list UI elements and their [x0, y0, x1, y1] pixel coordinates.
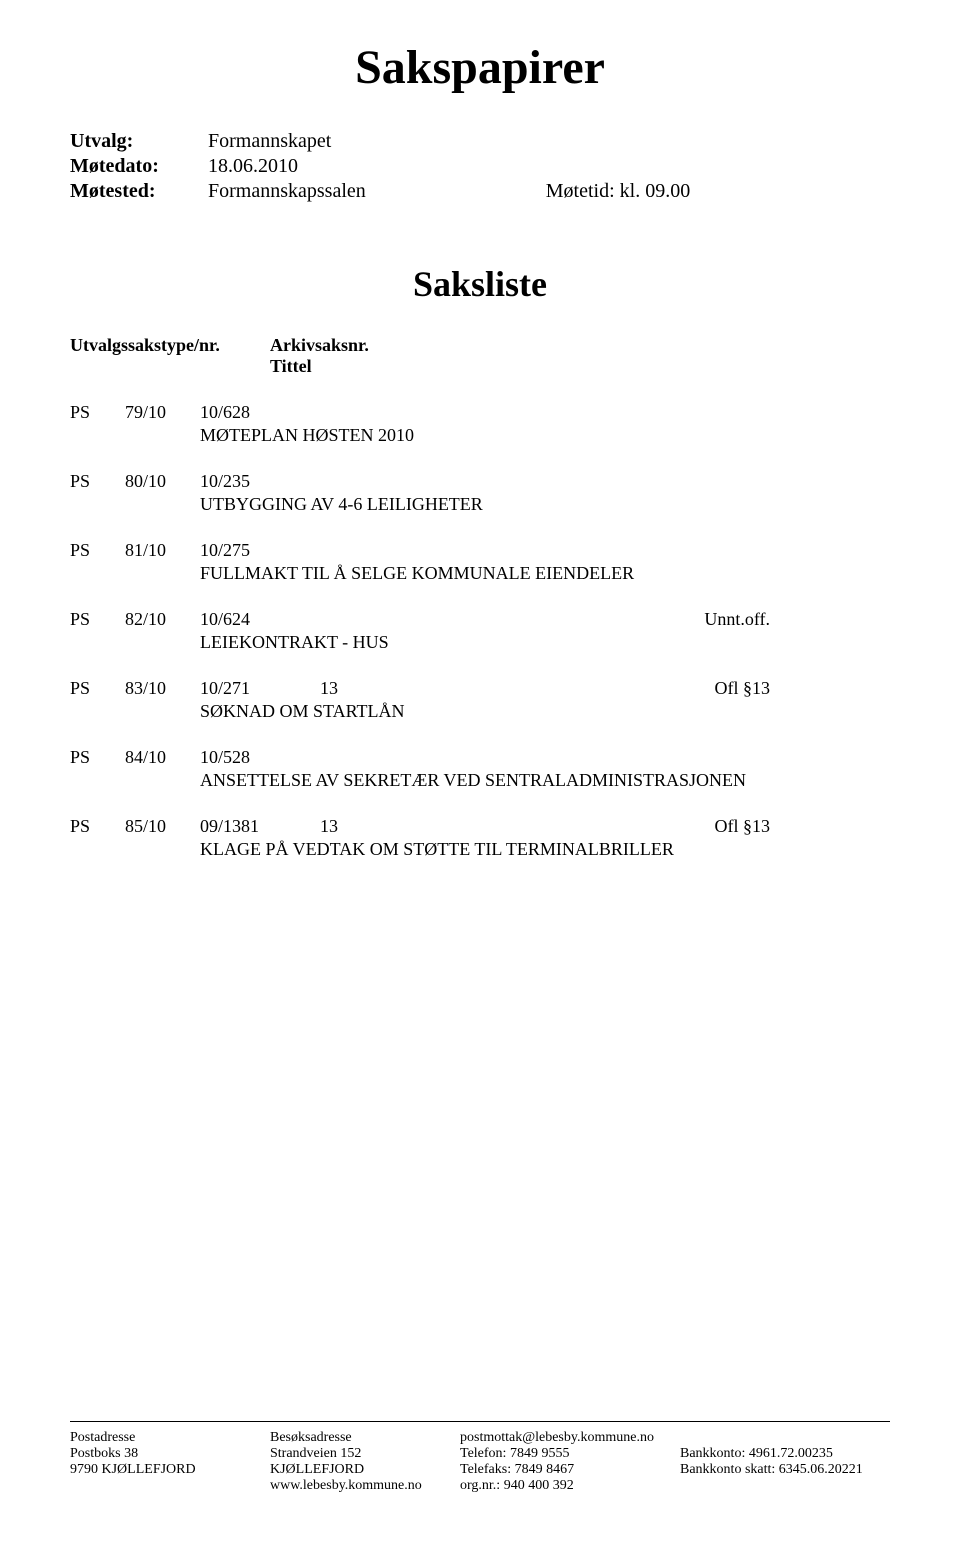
item-title: KLAGE PÅ VEDTAK OM STØTTE TIL TERMINALBR…: [200, 839, 890, 860]
footer-row: Postadresse Besøksadresse postmottak@leb…: [70, 1430, 890, 1446]
list-item: PS 83/10 10/271 13 Ofl §13 SØKNAD OM STA…: [70, 678, 890, 722]
footer-cell: Strandveien 152: [270, 1446, 460, 1462]
item-title: SØKNAD OM STARTLÅN: [200, 701, 890, 722]
item-code: 10/235: [200, 471, 320, 492]
item-right: Ofl §13: [715, 678, 771, 699]
table-header: Utvalgssakstype/nr. Arkivsaksnr. Tittel: [70, 335, 890, 377]
footer-row: Postboks 38 Strandveien 152 Telefon: 784…: [70, 1446, 890, 1462]
item-num: 79/10: [125, 402, 200, 423]
item-title: MØTEPLAN HØSTEN 2010: [200, 425, 890, 446]
list-item: PS 85/10 09/1381 13 Ofl §13 KLAGE PÅ VED…: [70, 816, 890, 860]
footer-row: 9790 KJØLLEFJORD KJØLLEFJORD Telefaks: 7…: [70, 1462, 890, 1478]
header-spacer: [70, 356, 270, 377]
item-content: 10/235 UTBYGGING AV 4-6 LEILIGHETER: [200, 471, 890, 515]
footer-cell: [680, 1430, 890, 1446]
footer-cell: postmottak@lebesby.kommune.no: [460, 1430, 680, 1446]
item-code: 10/624: [200, 609, 320, 630]
item-content: 10/624 Unnt.off. LEIEKONTRAKT - HUS: [200, 609, 890, 653]
utvalg-value: Formannskapet: [208, 130, 331, 153]
item-num: 83/10: [125, 678, 200, 699]
footer-cell: Bankkonto: 4961.72.00235: [680, 1446, 890, 1462]
saksliste-title: Saksliste: [70, 263, 890, 305]
item-code: 10/628: [200, 402, 320, 423]
item-code: 09/1381: [200, 816, 320, 837]
header-type: Utvalgssakstype/nr.: [70, 335, 270, 356]
footer-cell: Postboks 38: [70, 1446, 270, 1462]
list-item: PS 79/10 10/628 MØTEPLAN HØSTEN 2010: [70, 402, 890, 446]
item-num: 84/10: [125, 747, 200, 768]
item-extra: 13: [320, 816, 338, 837]
item-ps: PS: [70, 747, 125, 768]
motested-value: Formannskapssalen: [208, 180, 366, 203]
motedato-value: 18.06.2010: [208, 155, 298, 178]
footer-cell: Postadresse: [70, 1430, 270, 1446]
meta-section: Utvalg: Formannskapet Møtedato: 18.06.20…: [70, 130, 890, 203]
list-item: PS 82/10 10/624 Unnt.off. LEIEKONTRAKT -…: [70, 609, 890, 653]
item-content: 10/271 13 Ofl §13 SØKNAD OM STARTLÅN: [200, 678, 890, 722]
item-ps: PS: [70, 471, 125, 492]
footer-row: www.lebesby.kommune.no org.nr.: 940 400 …: [70, 1478, 890, 1494]
item-code: 10/275: [200, 540, 320, 561]
footer-cell: [70, 1478, 270, 1494]
item-ps: PS: [70, 678, 125, 699]
meta-row-motedato: Møtedato: 18.06.2010: [70, 155, 890, 178]
item-right: Ofl §13: [715, 816, 771, 837]
motested-label: Møtested:: [70, 180, 200, 203]
item-ps: PS: [70, 609, 125, 630]
item-extra: 13: [320, 678, 338, 699]
motetid-label: Møtetid: kl. 09.00: [546, 180, 690, 203]
item-right: Unnt.off.: [704, 609, 770, 630]
item-title: UTBYGGING AV 4-6 LEILIGHETER: [200, 494, 890, 515]
footer-cell: Besøksadresse: [270, 1430, 460, 1446]
meta-row-motested: Møtested: Formannskapssalen Møtetid: kl.…: [70, 180, 890, 203]
footer-cell: 9790 KJØLLEFJORD: [70, 1462, 270, 1478]
item-num: 81/10: [125, 540, 200, 561]
item-ps: PS: [70, 402, 125, 423]
item-content: 10/628 MØTEPLAN HØSTEN 2010: [200, 402, 890, 446]
item-ps: PS: [70, 816, 125, 837]
item-title: FULLMAKT TIL Å SELGE KOMMUNALE EIENDELER: [200, 563, 890, 584]
footer-cell: [680, 1478, 890, 1494]
item-num: 82/10: [125, 609, 200, 630]
item-code: 10/528: [200, 747, 320, 768]
item-title: LEIEKONTRAKT - HUS: [200, 632, 890, 653]
header-arkiv: Arkivsaksnr.: [270, 335, 369, 356]
motedato-label: Møtedato:: [70, 155, 200, 178]
footer-cell: org.nr.: 940 400 392: [460, 1478, 680, 1494]
footer-cell: Bankkonto skatt: 6345.06.20221: [680, 1462, 890, 1478]
main-title: Sakspapirer: [70, 40, 890, 95]
list-item: PS 80/10 10/235 UTBYGGING AV 4-6 LEILIGH…: [70, 471, 890, 515]
footer-cell: Telefaks: 7849 8467: [460, 1462, 680, 1478]
footer-cell: KJØLLEFJORD: [270, 1462, 460, 1478]
utvalg-label: Utvalg:: [70, 130, 200, 153]
items-section: PS 79/10 10/628 MØTEPLAN HØSTEN 2010 PS …: [70, 402, 890, 860]
footer: Postadresse Besøksadresse postmottak@leb…: [70, 1421, 890, 1494]
item-content: 10/528 ANSETTELSE AV SEKRETÆR VED SENTRA…: [200, 747, 890, 791]
item-content: 10/275 FULLMAKT TIL Å SELGE KOMMUNALE EI…: [200, 540, 890, 584]
item-content: 09/1381 13 Ofl §13 KLAGE PÅ VEDTAK OM ST…: [200, 816, 890, 860]
footer-divider: [70, 1421, 890, 1422]
footer-cell: Telefon: 7849 9555: [460, 1446, 680, 1462]
item-title: ANSETTELSE AV SEKRETÆR VED SENTRALADMINI…: [200, 770, 890, 791]
list-item: PS 81/10 10/275 FULLMAKT TIL Å SELGE KOM…: [70, 540, 890, 584]
list-item: PS 84/10 10/528 ANSETTELSE AV SEKRETÆR V…: [70, 747, 890, 791]
item-num: 85/10: [125, 816, 200, 837]
item-num: 80/10: [125, 471, 200, 492]
item-code: 10/271: [200, 678, 320, 699]
header-tittel: Tittel: [270, 356, 312, 377]
meta-row-utvalg: Utvalg: Formannskapet: [70, 130, 890, 153]
footer-cell: www.lebesby.kommune.no: [270, 1478, 460, 1494]
item-ps: PS: [70, 540, 125, 561]
